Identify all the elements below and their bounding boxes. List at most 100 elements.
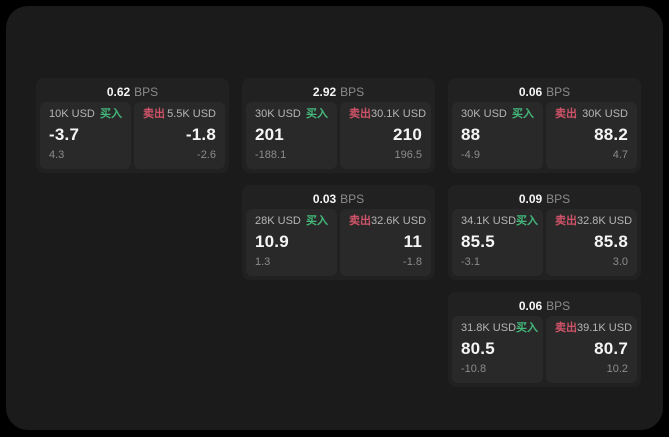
sell-price: 210: [393, 125, 422, 144]
buy-quote-tile[interactable]: 31.8K USD 买入 80.5 -10.8: [452, 316, 543, 383]
sell-quote-tile[interactable]: 卖出 39.1K USD 80.7 10.2: [546, 316, 637, 383]
buy-size: 31.8K USD: [461, 322, 517, 334]
spread-unit-label: BPS: [546, 299, 571, 313]
buy-tile-header: 34.1K USD 买入: [461, 215, 538, 228]
sell-price: 88.2: [594, 125, 628, 144]
quote-panels: 10K USD 买入 -3.7 4.3 卖出 5.5K USD -1.8 -2.…: [40, 102, 225, 169]
buy-quote-tile[interactable]: 10K USD 买入 -3.7 4.3: [40, 102, 131, 169]
sell-price: 80.7: [594, 339, 628, 358]
sell-tile-header: 卖出 30.1K USD: [349, 108, 426, 121]
sell-side-label: 卖出: [555, 322, 577, 334]
quote-panels: 31.8K USD 买入 80.5 -10.8 卖出 39.1K USD 80.…: [452, 316, 637, 383]
spread-unit-label: BPS: [546, 192, 571, 206]
sell-quote-tile[interactable]: 卖出 5.5K USD -1.8 -2.6: [134, 102, 225, 169]
quote-card: 2.92 BPS 30K USD 买入 201 -188.1 卖出 30.1K …: [242, 78, 435, 173]
buy-tile-header: 31.8K USD 买入: [461, 322, 538, 335]
buy-price: 88: [461, 125, 481, 144]
sell-size: 32.8K USD: [577, 215, 633, 227]
buy-sub-value: -10.8: [461, 363, 487, 375]
buy-tile-header: 30K USD 买入: [255, 108, 328, 121]
sell-tile-header: 卖出 32.6K USD: [349, 215, 426, 228]
sell-price: 85.8: [594, 232, 628, 251]
app-panel: 0.62 BPS 10K USD 买入 -3.7 4.3 卖出 5.5K USD: [6, 6, 663, 430]
sell-tile-header: 卖出 32.8K USD: [555, 215, 632, 228]
buy-quote-tile[interactable]: 34.1K USD 买入 85.5 -3.1: [452, 209, 543, 276]
sell-size: 30K USD: [582, 108, 628, 120]
spread-value: 2.92: [312, 85, 337, 99]
spread-value: 0.09: [518, 192, 543, 206]
sell-quote-tile[interactable]: 卖出 30K USD 88.2 4.7: [546, 102, 637, 169]
sell-side-label: 卖出: [349, 215, 371, 227]
buy-tile-header: 30K USD 买入: [461, 108, 534, 121]
spread-value: 0.62: [106, 85, 131, 99]
sell-size: 30.1K USD: [371, 108, 427, 120]
sell-sub-value: 4.7: [612, 149, 628, 161]
buy-price: 201: [255, 125, 284, 144]
buy-quote-tile[interactable]: 30K USD 买入 88 -4.9: [452, 102, 543, 169]
buy-side-label: 买入: [516, 322, 539, 334]
sell-side-label: 卖出: [555, 215, 577, 227]
sell-price: 11: [403, 232, 422, 251]
buy-quote-tile[interactable]: 28K USD 买入 10.9 1.3: [246, 209, 337, 276]
quote-panels: 30K USD 买入 88 -4.9 卖出 30K USD 88.2 4.7: [452, 102, 637, 169]
buy-side-label: 买入: [306, 108, 328, 120]
buy-side-label: 买入: [512, 108, 534, 120]
buy-price: -3.7: [49, 125, 80, 144]
sell-sub-value: 196.5: [394, 149, 422, 161]
card-header-spread: 0.62 BPS: [40, 82, 225, 102]
quote-card: 0.62 BPS 10K USD 买入 -3.7 4.3 卖出 5.5K USD: [36, 78, 229, 173]
sell-sub-value: -2.6: [197, 149, 216, 161]
buy-sub-value: -188.1: [255, 149, 287, 161]
buy-tile-header: 10K USD 买入: [49, 108, 122, 121]
spread-value: 0.03: [312, 192, 337, 206]
buy-sub-value: 4.3: [49, 149, 65, 161]
buy-sub-value: -3.1: [461, 256, 480, 268]
card-header-spread: 0.03 BPS: [246, 189, 431, 209]
buy-size: 30K USD: [255, 108, 301, 120]
spread-value: 0.06: [518, 85, 543, 99]
card-header-spread: 0.06 BPS: [452, 296, 637, 316]
buy-size: 10K USD: [49, 108, 95, 120]
buy-size: 28K USD: [255, 215, 301, 227]
quote-card: 0.06 BPS 30K USD 买入 88 -4.9 卖出 30K USD: [448, 78, 641, 173]
card-header-spread: 0.09 BPS: [452, 189, 637, 209]
sell-side-label: 卖出: [143, 108, 165, 120]
buy-sub-value: -4.9: [461, 149, 480, 161]
buy-price: 80.5: [461, 339, 495, 358]
sell-quote-tile[interactable]: 卖出 32.8K USD 85.8 3.0: [546, 209, 637, 276]
sell-quote-tile[interactable]: 卖出 32.6K USD 11 -1.8: [340, 209, 431, 276]
buy-quote-tile[interactable]: 30K USD 买入 201 -188.1: [246, 102, 337, 169]
card-header-spread: 0.06 BPS: [452, 82, 637, 102]
buy-side-label: 买入: [516, 215, 539, 227]
spread-unit-label: BPS: [340, 192, 365, 206]
quote-panels: 28K USD 买入 10.9 1.3 卖出 32.6K USD 11 -1.8: [246, 209, 431, 276]
quote-panels: 34.1K USD 买入 85.5 -3.1 卖出 32.8K USD 85.8…: [452, 209, 637, 276]
buy-price: 10.9: [255, 232, 289, 251]
buy-price: 85.5: [461, 232, 495, 251]
spread-unit-label: BPS: [134, 85, 159, 99]
quote-panels: 30K USD 买入 201 -188.1 卖出 30.1K USD 210 1…: [246, 102, 431, 169]
sell-sub-value: -1.8: [403, 256, 422, 268]
sell-tile-header: 卖出 5.5K USD: [143, 108, 216, 121]
sell-side-label: 卖出: [349, 108, 371, 120]
buy-size: 30K USD: [461, 108, 507, 120]
quote-card: 0.03 BPS 28K USD 买入 10.9 1.3 卖出 32.6K US…: [242, 185, 435, 280]
spread-unit-label: BPS: [546, 85, 571, 99]
buy-sub-value: 1.3: [255, 256, 271, 268]
spread-unit-label: BPS: [340, 85, 365, 99]
sell-tile-header: 卖出 39.1K USD: [555, 322, 632, 335]
sell-quote-tile[interactable]: 卖出 30.1K USD 210 196.5: [340, 102, 431, 169]
sell-size: 39.1K USD: [577, 322, 633, 334]
sell-sub-value: 10.2: [606, 363, 628, 375]
card-header-spread: 2.92 BPS: [246, 82, 431, 102]
sell-size: 32.6K USD: [371, 215, 427, 227]
buy-tile-header: 28K USD 买入: [255, 215, 328, 228]
quote-card-grid: 0.62 BPS 10K USD 买入 -3.7 4.3 卖出 5.5K USD: [36, 78, 641, 387]
buy-side-label: 买入: [306, 215, 328, 227]
sell-sub-value: 3.0: [612, 256, 628, 268]
sell-price: -1.8: [185, 125, 216, 144]
quote-card: 0.06 BPS 31.8K USD 买入 80.5 -10.8 卖出 39.1…: [448, 292, 641, 387]
quote-card: 0.09 BPS 34.1K USD 买入 85.5 -3.1 卖出 32.8K…: [448, 185, 641, 280]
sell-size: 5.5K USD: [167, 108, 216, 120]
spread-value: 0.06: [518, 299, 543, 313]
